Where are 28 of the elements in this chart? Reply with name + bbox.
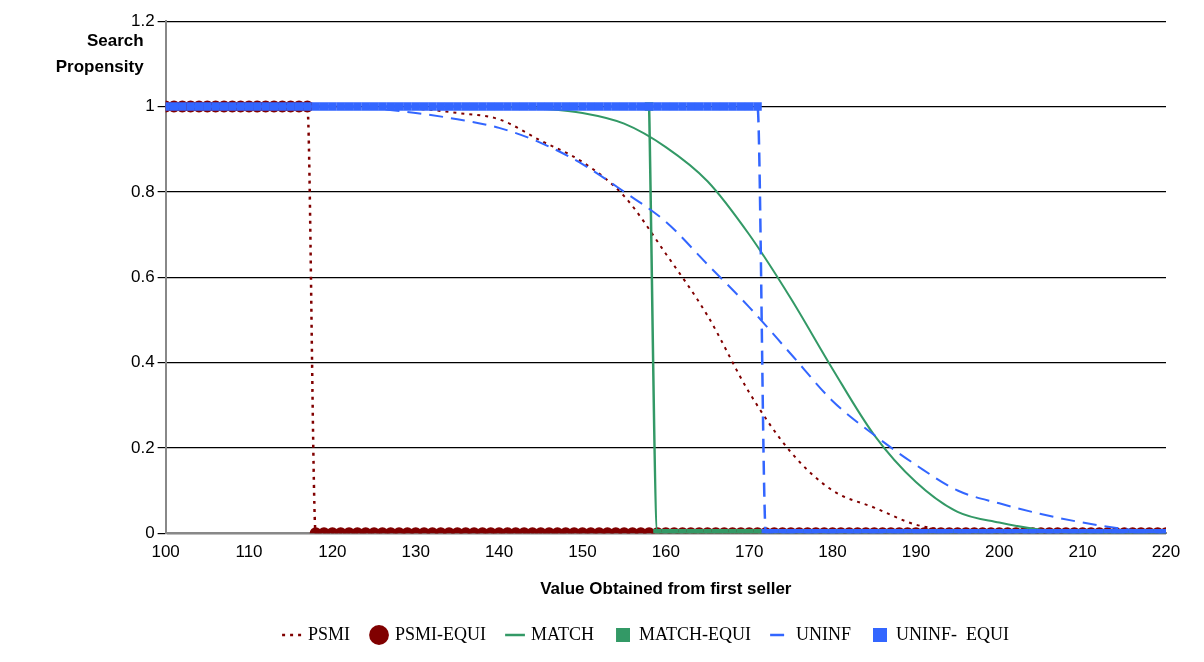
y-tick-label: 1 (145, 96, 155, 116)
x-tick-label: 110 (235, 542, 263, 562)
y-axis-title: Search Propensity (55, 30, 145, 76)
x-tick-label: 190 (901, 542, 931, 562)
legend-label: PSMI (308, 623, 351, 644)
x-tick-label: 170 (734, 542, 764, 562)
y-tick-label: 0.2 (130, 437, 155, 457)
y-tick-label: 0.4 (130, 352, 155, 372)
legend-label: UNINF (796, 623, 852, 644)
legend-label: UNINF- EQUI (896, 623, 1010, 644)
x-tick-label: 150 (568, 542, 597, 562)
x-tick-label: 200 (985, 542, 1014, 562)
legend-label: PSMI-EQUI (395, 623, 487, 644)
x-tick-label: 220 (1151, 542, 1181, 562)
x-tick-label: 210 (1068, 542, 1097, 562)
x-tick-label: 140 (484, 542, 514, 562)
y-tick-label: 1.2 (130, 10, 155, 30)
x-tick-label: 130 (401, 542, 430, 562)
y-tick-label: 0.6 (130, 266, 155, 286)
legend-label: MATCH (531, 623, 595, 644)
x-tick-label: 180 (818, 542, 847, 562)
x-axis-title: Value Obtained from first seller (540, 579, 792, 599)
x-tick-label: 120 (318, 542, 347, 562)
x-tick-label: 100 (151, 542, 180, 562)
y-tick-label: 0.8 (130, 181, 155, 201)
legend-label: MATCH-EQUI (639, 623, 752, 644)
y-tick-label: 0 (145, 522, 155, 542)
x-tick-label: 160 (651, 542, 680, 562)
